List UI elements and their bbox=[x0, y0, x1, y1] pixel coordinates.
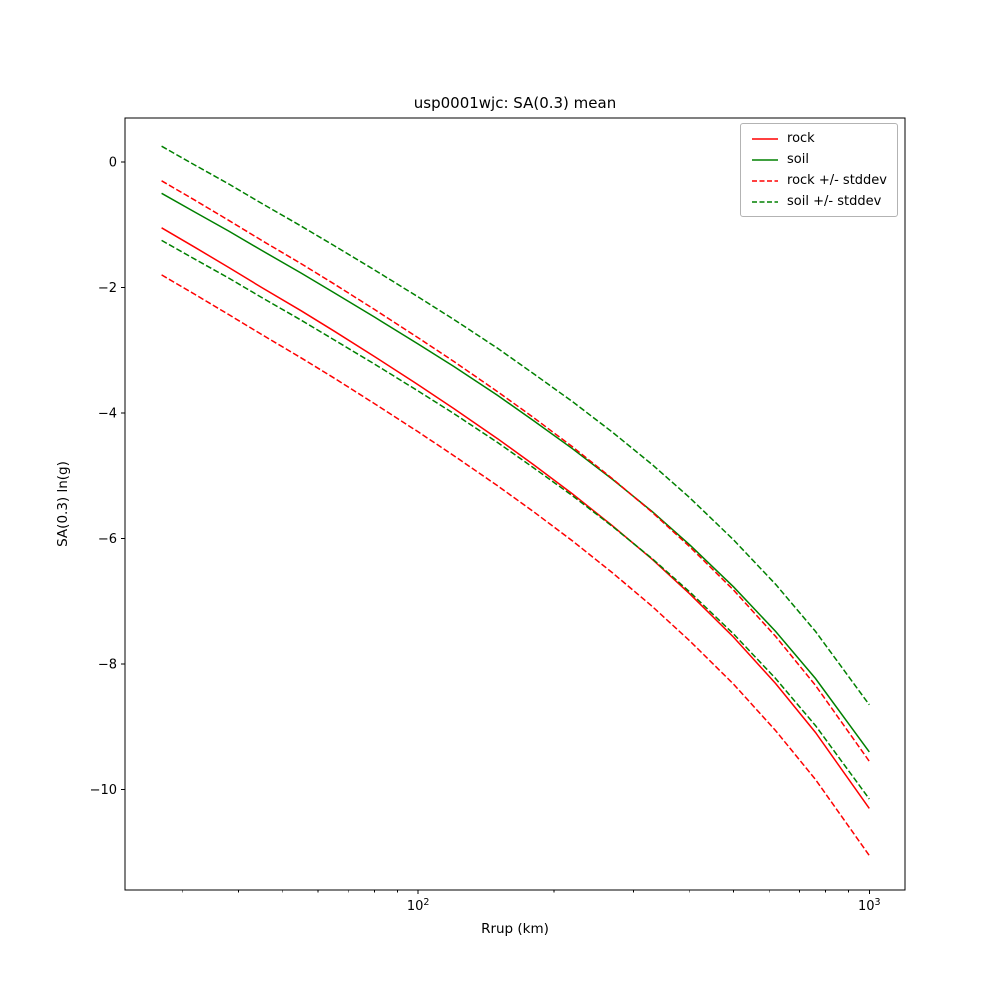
legend-line-sample bbox=[752, 158, 779, 161]
legend-label: soil bbox=[787, 152, 809, 167]
legend: rock soil rock +/- stddev soil +/- stddev bbox=[740, 123, 898, 217]
y-tick-label: −6 bbox=[98, 532, 117, 547]
chart-title: usp0001wjc: SA(0.3) mean bbox=[413, 94, 617, 112]
y-tick-label: −10 bbox=[90, 783, 117, 798]
x-axis-label: Rrup (km) bbox=[481, 921, 549, 937]
legend-item-rock: rock bbox=[751, 130, 887, 147]
curve-rock-minus-stddev bbox=[161, 274, 870, 856]
x-tick-label: 103 bbox=[858, 897, 881, 914]
y-tick-label: −2 bbox=[98, 281, 117, 296]
legend-label: rock bbox=[787, 131, 815, 146]
axes-frame bbox=[124, 117, 906, 891]
x-tick-label: 102 bbox=[407, 897, 430, 914]
legend-line-sample bbox=[752, 200, 779, 203]
legend-label: rock +/- stddev bbox=[787, 173, 887, 188]
y-tick-label: 0 bbox=[109, 155, 117, 170]
curve-soil-plus-stddev bbox=[161, 145, 870, 706]
legend-line-sample bbox=[752, 179, 779, 182]
legend-item-soil: soil bbox=[751, 151, 887, 168]
legend-line-sample bbox=[752, 137, 779, 140]
legend-label: soil +/- stddev bbox=[787, 194, 882, 209]
curve-rock-plus-stddev bbox=[161, 180, 870, 762]
curve-soil-minus-stddev bbox=[161, 239, 870, 800]
legend-item-soil-plus-stddev: soil +/- stddev bbox=[751, 193, 887, 210]
legend-item-rock-plus-stddev: rock +/- stddev bbox=[751, 172, 887, 189]
curve-soil bbox=[161, 192, 870, 753]
curve-rock bbox=[161, 227, 870, 809]
y-tick-label: −8 bbox=[98, 658, 117, 673]
y-tick-label: −4 bbox=[98, 406, 117, 421]
